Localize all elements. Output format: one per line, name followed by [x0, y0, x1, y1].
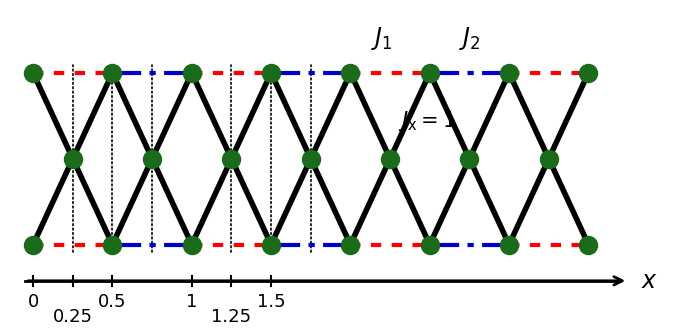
Text: $J_1$: $J_1$ [371, 25, 393, 52]
Text: 0: 0 [27, 293, 39, 311]
Text: 1: 1 [186, 293, 197, 311]
Text: $J_{\mathsf{x}}=1$: $J_{\mathsf{x}}=1$ [398, 109, 456, 132]
Text: 1.25: 1.25 [212, 307, 251, 325]
Text: $J_2$: $J_2$ [458, 25, 480, 52]
Text: 1.5: 1.5 [257, 293, 286, 311]
Text: 0.5: 0.5 [98, 293, 127, 311]
Text: $x$: $x$ [640, 269, 658, 293]
Text: 0.25: 0.25 [53, 307, 92, 325]
